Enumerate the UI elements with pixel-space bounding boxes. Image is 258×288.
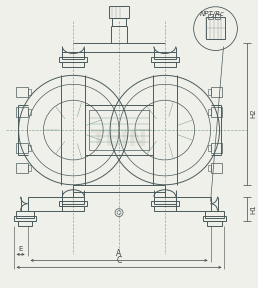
Bar (208, 145, 211, 151)
Text: C: C (116, 256, 122, 265)
Bar (89, 110, 149, 150)
Bar (109, 6, 129, 18)
Bar (151, 58, 179, 62)
Bar (154, 206, 176, 211)
Bar (211, 87, 222, 97)
Bar (151, 201, 179, 206)
Bar (154, 52, 176, 59)
Bar (206, 17, 225, 39)
Bar (28, 197, 62, 211)
Text: A: A (116, 249, 122, 258)
Bar (16, 87, 28, 97)
Text: E: E (18, 247, 23, 252)
Bar (62, 197, 84, 204)
Bar (59, 58, 87, 62)
Bar (14, 216, 36, 221)
Bar (154, 197, 176, 204)
Bar (16, 107, 28, 117)
Bar (62, 62, 84, 67)
Bar (16, 211, 34, 218)
Bar (176, 197, 211, 211)
Bar (85, 105, 153, 155)
Bar (28, 89, 30, 95)
Bar (28, 145, 30, 151)
Bar (112, 18, 126, 26)
Bar (215, 14, 220, 19)
Bar (16, 163, 28, 173)
Bar (16, 143, 28, 153)
Text: H1: H1 (250, 204, 256, 213)
Bar (211, 143, 222, 153)
Bar (154, 62, 176, 67)
Bar (28, 165, 30, 171)
Bar (208, 109, 211, 115)
Bar (208, 14, 213, 19)
Bar (208, 165, 211, 171)
Bar (62, 52, 84, 59)
Bar (207, 221, 222, 226)
Text: NPT/Rc: NPT/Rc (200, 11, 224, 17)
Bar (205, 211, 224, 218)
Bar (203, 216, 227, 221)
Bar (18, 221, 31, 226)
Bar (211, 107, 222, 117)
Bar (59, 201, 87, 206)
Bar (208, 89, 211, 95)
Bar (211, 163, 222, 173)
Text: H2: H2 (250, 109, 256, 118)
Bar (62, 206, 84, 211)
Bar (28, 109, 30, 115)
Text: TEIN: TEIN (91, 130, 148, 150)
